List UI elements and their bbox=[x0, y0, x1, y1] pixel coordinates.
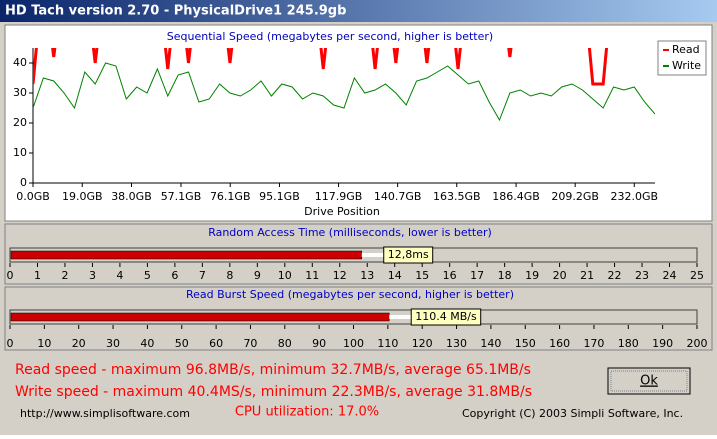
x-tick-label: 120 bbox=[412, 337, 433, 350]
x-tick-label: 15 bbox=[415, 269, 429, 282]
x-tick-label: 30 bbox=[106, 337, 120, 350]
x-tick-label: 40 bbox=[140, 337, 154, 350]
x-tick-label: 7 bbox=[199, 269, 206, 282]
read-summary: Read speed - maximum 96.8MB/s, minimum 3… bbox=[15, 362, 531, 378]
value-label: 110.4 MB/s bbox=[415, 310, 477, 323]
x-tick-label: 13 bbox=[360, 269, 374, 282]
button-label[interactable]: Ok bbox=[640, 374, 658, 389]
x-tick-label: 170 bbox=[583, 337, 604, 350]
x-tick-label: 200 bbox=[687, 337, 708, 350]
bar bbox=[10, 312, 390, 322]
x-tick-label: 140 bbox=[480, 337, 501, 350]
title-bar bbox=[0, 0, 717, 22]
x-tick-label: 190 bbox=[652, 337, 673, 350]
x-tick-label: 18 bbox=[498, 269, 512, 282]
ok-button[interactable]: Ok bbox=[607, 367, 691, 395]
y-tick-label: 30 bbox=[13, 86, 27, 99]
x-tick-label: 90 bbox=[312, 337, 326, 350]
x-tick-label: 19 bbox=[525, 269, 539, 282]
cpu-utilization: CPU utilization: 17.0% bbox=[235, 405, 379, 420]
button-frame[interactable] bbox=[607, 367, 691, 395]
x-tick-label: 8 bbox=[226, 269, 233, 282]
x-tick-label: 14 bbox=[388, 269, 402, 282]
plot bbox=[33, 48, 655, 122]
x-tick-label: 21 bbox=[580, 269, 594, 282]
x-tick-label: 2 bbox=[61, 269, 68, 282]
y-tick-label: 40 bbox=[13, 56, 27, 69]
value-label-box bbox=[410, 308, 482, 326]
x-tick-label: 0.0GB bbox=[16, 190, 50, 203]
bar bbox=[10, 250, 362, 260]
x-tick-label: 11 bbox=[305, 269, 319, 282]
x-tick-label: 232.0GB bbox=[610, 190, 658, 203]
x-tick-label: 160 bbox=[549, 337, 570, 350]
window-title: HD Tach version 2.70 - PhysicalDrive1 24… bbox=[5, 4, 346, 19]
chart-title: Read Burst Speed (megabytes per second, … bbox=[186, 288, 514, 301]
x-tick-label: 10 bbox=[278, 269, 292, 282]
write-summary: Write speed - maximum 40.4MS/s, minimum … bbox=[15, 384, 532, 400]
y-tick-label: 0 bbox=[20, 176, 27, 189]
x-tick-label: 9 bbox=[254, 269, 261, 282]
legend bbox=[657, 40, 707, 76]
x-tick-label: 24 bbox=[663, 269, 677, 282]
x-tick-label: 150 bbox=[515, 337, 536, 350]
x-tick-label: 17 bbox=[470, 269, 484, 282]
button-focus[interactable] bbox=[610, 370, 688, 392]
value-label: 12,8ms bbox=[388, 248, 429, 261]
value-label-box bbox=[383, 246, 434, 264]
x-tick-label: 1 bbox=[34, 269, 41, 282]
x-tick-label: 38.0GB bbox=[111, 190, 152, 203]
copyright: Copyright (C) 2003 Simpli Software, Inc. bbox=[462, 407, 683, 420]
x-tick-label: 20 bbox=[72, 337, 86, 350]
x-tick-label: 57.1GB bbox=[161, 190, 202, 203]
chart-title: Sequential Speed (megabytes per second, … bbox=[167, 30, 493, 43]
x-tick-label: 19.0GB bbox=[62, 190, 103, 203]
chart-title: Random Access Time (milliseconds, lower … bbox=[208, 226, 492, 239]
x-tick-label: 180 bbox=[618, 337, 639, 350]
x-tick-label: 0 bbox=[7, 337, 14, 350]
x-tick-label: 80 bbox=[278, 337, 292, 350]
series-line bbox=[33, 62, 655, 122]
x-tick-label: 12 bbox=[333, 269, 347, 282]
x-tick-label: 5 bbox=[144, 269, 151, 282]
x-tick-label: 20 bbox=[553, 269, 567, 282]
x-tick-label: 23 bbox=[635, 269, 649, 282]
x-tick-label: 163.5GB bbox=[433, 190, 481, 203]
x-axis-label: Drive Position bbox=[304, 205, 380, 218]
x-tick-label: 110 bbox=[377, 337, 398, 350]
x-tick-label: 186.4GB bbox=[492, 190, 540, 203]
x-tick-label: 22 bbox=[608, 269, 622, 282]
y-tick-label: 20 bbox=[13, 116, 27, 129]
x-tick-label: 76.1GB bbox=[210, 190, 251, 203]
x-tick-label: 70 bbox=[243, 337, 257, 350]
x-tick-label: 130 bbox=[446, 337, 467, 350]
x-tick-label: 140.7GB bbox=[374, 190, 422, 203]
x-tick-label: 100 bbox=[343, 337, 364, 350]
x-tick-label: 6 bbox=[171, 269, 178, 282]
x-tick-label: 10 bbox=[37, 337, 51, 350]
x-tick-label: 4 bbox=[116, 269, 123, 282]
x-tick-label: 16 bbox=[443, 269, 457, 282]
url: http://www.simplisoftware.com bbox=[20, 407, 190, 420]
x-tick-label: 95.1GB bbox=[259, 190, 300, 203]
x-tick-label: 60 bbox=[209, 337, 223, 350]
legend-label: Write bbox=[672, 59, 701, 72]
x-tick-label: 50 bbox=[175, 337, 189, 350]
x-tick-label: 0 bbox=[7, 269, 14, 282]
y-tick-label: 10 bbox=[13, 146, 27, 159]
x-tick-label: 3 bbox=[89, 269, 96, 282]
x-tick-label: 117.9GB bbox=[315, 190, 363, 203]
x-tick-label: 209.2GB bbox=[551, 190, 599, 203]
x-tick-label: 25 bbox=[690, 269, 704, 282]
legend-label: Read bbox=[672, 43, 700, 56]
panel bbox=[4, 24, 713, 222]
